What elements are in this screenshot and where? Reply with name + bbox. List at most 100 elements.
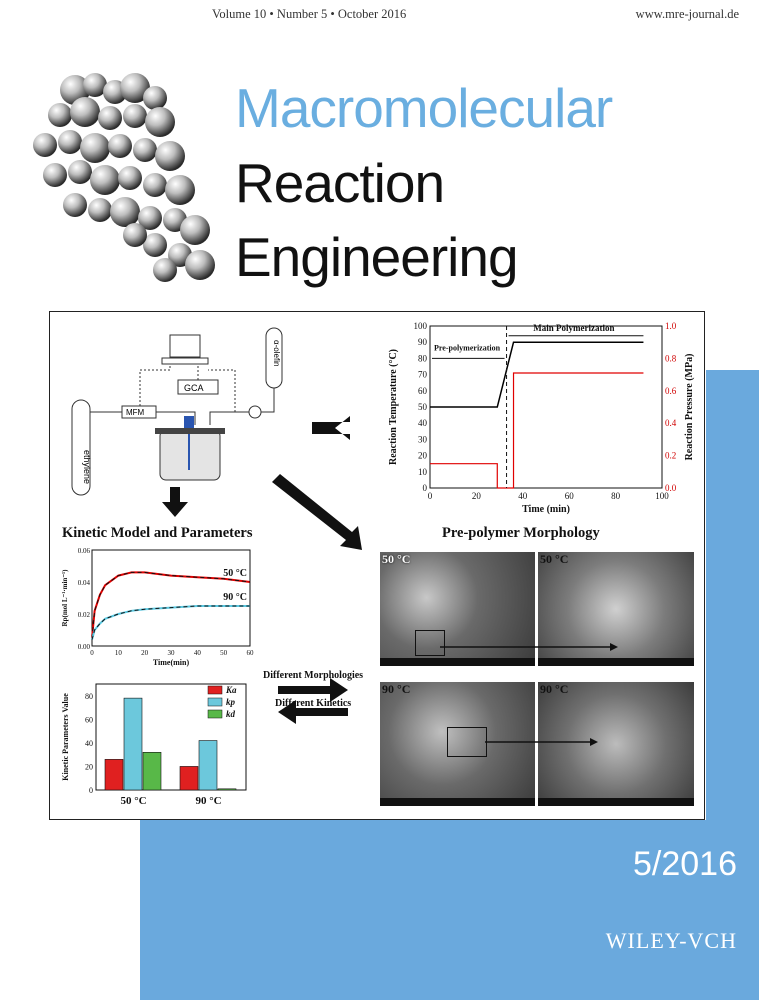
y-tick-label: 100	[414, 321, 428, 331]
model-fit-line	[91, 605, 250, 640]
x-axis-label: Time (min)	[522, 504, 570, 515]
molecule-atom	[90, 165, 120, 195]
legend-label: kp	[226, 697, 236, 707]
sem-info-bar	[538, 798, 694, 806]
model-fit-line	[91, 571, 251, 639]
y-tick-label: 40	[418, 418, 428, 428]
y-tick-label: 60	[85, 715, 93, 724]
molecule-illustration	[33, 73, 215, 282]
x-tick-label: 10	[115, 649, 123, 657]
series-label: 50 °C	[223, 568, 247, 579]
gca-label: GCA	[184, 383, 204, 393]
molecule-atom	[123, 104, 147, 128]
morphology-section-title: Pre-polymer Morphology	[442, 525, 600, 541]
y-tick-label: 10	[418, 467, 428, 477]
y-tick-label: 20	[85, 762, 93, 771]
zoom-box	[415, 630, 445, 656]
molecule-atom	[63, 193, 87, 217]
reactor-schematic: ethylene α-olefin GCA MFM	[71, 327, 283, 496]
molecule-atom	[120, 73, 150, 103]
bar	[198, 740, 218, 791]
y-tick-label: 0	[423, 483, 428, 493]
y-tick-label: 40	[85, 739, 93, 748]
y-tick-label: 0.02	[78, 611, 91, 619]
y-tick-label: 80	[418, 353, 428, 363]
molecule-atom	[143, 233, 167, 257]
x-tick-label: 100	[655, 491, 669, 501]
y-tick-label: 50	[418, 402, 428, 412]
sem-label: 50 °C	[382, 552, 411, 566]
y-tick-label: 60	[418, 386, 428, 396]
sem-zoom-arrows	[440, 643, 618, 746]
y2-tick-label: 1.0	[665, 321, 677, 331]
bar	[217, 788, 237, 791]
sem-image-90c-low: 90 °C	[380, 682, 535, 806]
different-kinetics-label: Different Kinetics	[275, 698, 352, 709]
molecule-atom	[68, 160, 92, 184]
molecule-atom	[185, 250, 215, 280]
legend-label: Ka	[225, 685, 237, 695]
y2-tick-label: 0.0	[665, 483, 677, 493]
plot-frame	[91, 549, 251, 647]
molecule-atom	[88, 198, 112, 222]
x-tick-label: 60	[565, 491, 575, 501]
molecule-atom	[143, 86, 167, 110]
x-tick-label: 30	[168, 649, 176, 657]
molecule-atom	[43, 163, 67, 187]
sem-info-bar	[380, 798, 535, 806]
ethylene-label: ethylene	[82, 450, 92, 484]
molecule-atom	[33, 133, 57, 157]
different-morphologies-label: Different Morphologies	[263, 670, 364, 681]
x-tick-label: 60	[247, 649, 255, 657]
mfm-label: MFM	[126, 408, 145, 417]
legend-label: kd	[226, 709, 236, 719]
molecule-atom	[165, 175, 195, 205]
annotation-main-polymerization: Main Polymerization	[533, 323, 614, 333]
molecule-atom	[98, 106, 122, 130]
molecule-atom	[118, 166, 142, 190]
molecule-atom	[143, 173, 167, 197]
molecule-atom	[138, 206, 162, 230]
x-tick-label: 20	[141, 649, 149, 657]
molecule-atom	[123, 223, 147, 247]
volume-line: Volume 10 • Number 5 • October 2016	[212, 7, 407, 21]
y-axis-label: Rp(mol L⁻¹·min⁻¹)	[61, 569, 69, 627]
molecule-atom	[48, 103, 72, 127]
journal-title-line1: Macromolecular	[235, 77, 613, 139]
molecule-atom	[70, 97, 100, 127]
y2-tick-label: 0.6	[665, 386, 677, 396]
bar	[104, 759, 124, 791]
figure-arrows	[162, 416, 362, 724]
y2-tick-label: 0.4	[665, 418, 677, 428]
y-tick-label: 0.04	[78, 579, 91, 587]
molecule-atom	[108, 134, 132, 158]
rate-chart: 0 10 20 30 40 50 60 0.00 0.02 0.04 0.06 Time(min) Rp…	[61, 547, 255, 667]
x-tick-label: 40	[518, 491, 528, 501]
x-tick-label: 20	[472, 491, 482, 501]
molecule-atom	[58, 130, 82, 154]
x-tick-label: 50	[220, 649, 228, 657]
legend-swatch	[207, 685, 223, 695]
alpha-olefin-label: α-olefin	[272, 340, 281, 366]
journal-url[interactable]: www.mre-journal.de	[635, 7, 739, 21]
journal-title-line2: Reaction	[235, 152, 445, 214]
molecule-atom	[155, 141, 185, 171]
y-tick-label: 30	[418, 434, 428, 444]
legend-swatch	[207, 697, 223, 707]
journal-title-line3: Engineering	[235, 226, 519, 288]
y-tick-label: 0	[89, 786, 93, 795]
sem-image-90c-high: 90 °C	[538, 682, 694, 806]
publisher-logo: WILEY-VCH	[605, 928, 737, 953]
blue-band-bottom	[140, 820, 759, 1000]
bar	[142, 752, 162, 791]
x-tick-label: 40	[194, 649, 202, 657]
sem-info-bar	[380, 658, 535, 666]
molecule-atom	[80, 133, 110, 163]
kinetic-parameters-chart: 0 20 40 60 80 Kinetic Parameters Value 50 °C 90…	[61, 683, 247, 807]
molecule-atom	[180, 215, 210, 245]
legend-swatch	[207, 709, 223, 719]
bar	[179, 766, 199, 791]
bar	[123, 697, 143, 791]
y-tick-label: 0.06	[78, 547, 91, 555]
x-axis-label: Time(min)	[153, 658, 190, 667]
